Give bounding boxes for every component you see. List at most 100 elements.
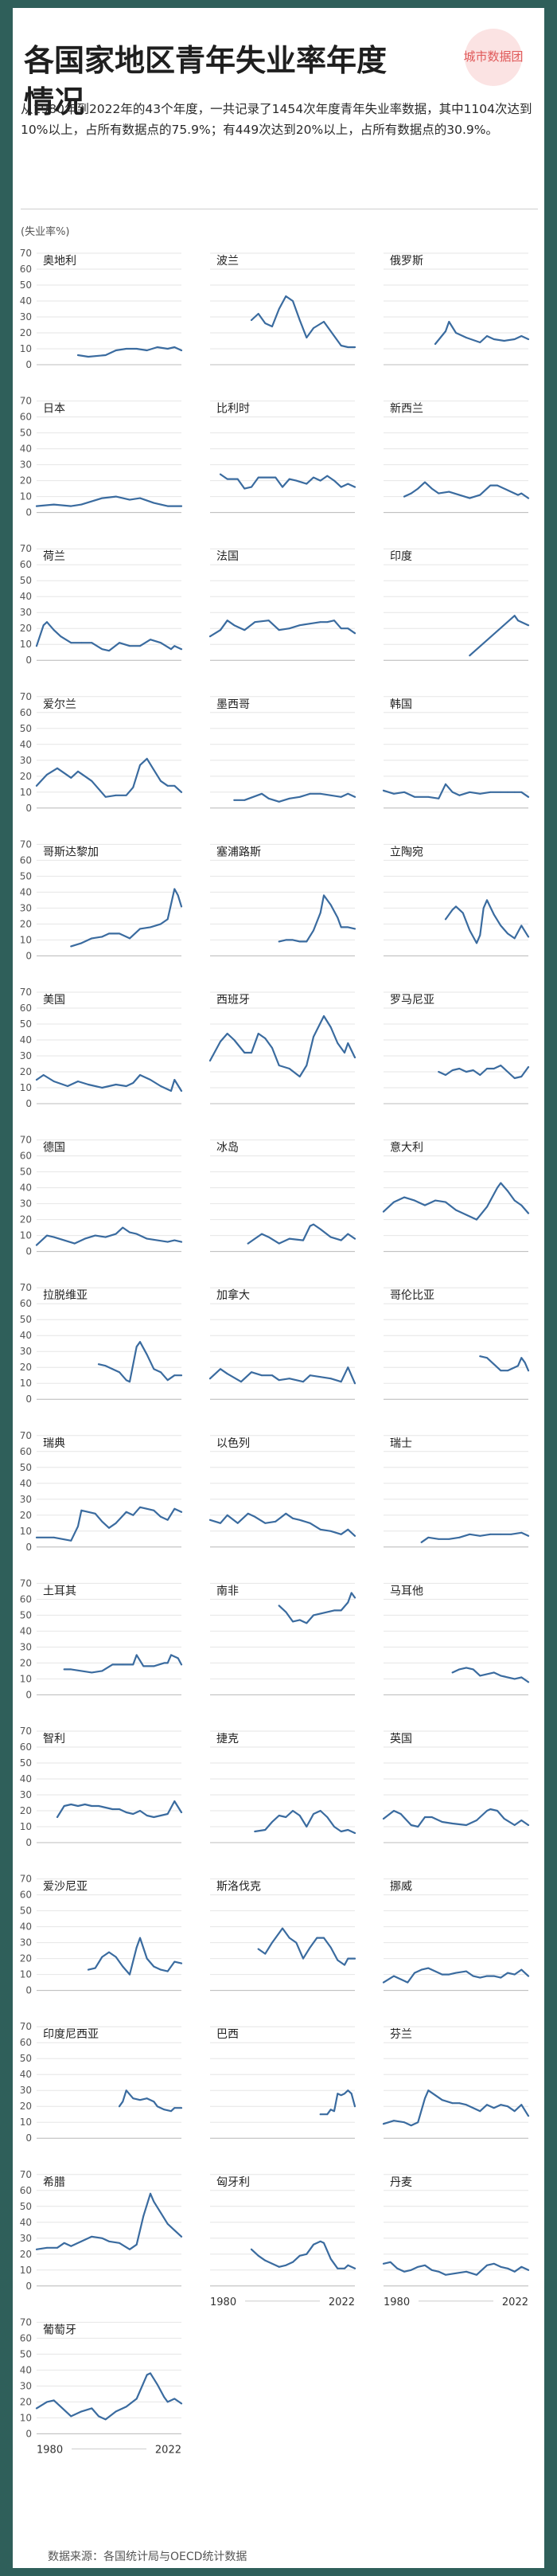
panel: 丹麦 1980 2022 bbox=[382, 2174, 530, 2308]
data-point bbox=[458, 1536, 461, 1538]
data-point bbox=[115, 1956, 117, 1958]
data-point bbox=[479, 1675, 481, 1677]
data-point bbox=[122, 2101, 124, 2103]
data-point bbox=[163, 2396, 166, 2398]
y-unit-label: (失业率%) bbox=[21, 226, 70, 238]
data-point bbox=[173, 346, 176, 348]
y-tick-label: 0 bbox=[25, 2281, 32, 2292]
data-point bbox=[486, 2104, 488, 2106]
x-tick-label: 1980 bbox=[384, 2297, 410, 2308]
panel-title: 南非 bbox=[216, 1585, 239, 1597]
data-point bbox=[465, 1071, 467, 1073]
data-point bbox=[115, 2410, 117, 2413]
y-tick-label: 0 bbox=[25, 1985, 32, 1996]
data-point bbox=[414, 1972, 415, 1974]
data-point bbox=[160, 642, 162, 644]
data-point bbox=[479, 1534, 481, 1537]
data-point bbox=[319, 792, 321, 795]
data-point bbox=[220, 1522, 221, 1524]
data-point bbox=[267, 620, 270, 622]
series-line bbox=[35, 1226, 183, 1246]
data-point bbox=[383, 789, 384, 792]
data-point bbox=[236, 478, 239, 480]
panel-title: 西班牙 bbox=[216, 994, 250, 1007]
page-title: 各国家地区青年失业率年度情况 bbox=[24, 43, 388, 119]
data-point bbox=[528, 624, 529, 627]
data-point bbox=[445, 2273, 446, 2276]
y-tick-label: 10 bbox=[20, 2412, 32, 2423]
y-tick-label: 70 bbox=[20, 1430, 32, 1441]
data-point bbox=[410, 1824, 412, 1826]
data-point bbox=[111, 1663, 114, 1666]
data-point bbox=[383, 1210, 384, 1213]
y-tick-label: 40 bbox=[20, 2217, 32, 2228]
series-line bbox=[403, 481, 530, 499]
panel-title: 罗马尼亚 bbox=[390, 994, 434, 1007]
data-point bbox=[251, 2248, 252, 2250]
data-point bbox=[119, 1808, 120, 1810]
data-point bbox=[98, 1805, 99, 1807]
data-point bbox=[101, 1670, 103, 1672]
data-point bbox=[528, 2115, 529, 2117]
data-point bbox=[254, 621, 256, 623]
data-point bbox=[507, 1190, 508, 1192]
data-point bbox=[101, 1956, 103, 1958]
data-point bbox=[271, 326, 273, 327]
panel: 比利时 bbox=[210, 401, 356, 514]
data-point bbox=[36, 645, 37, 647]
data-point bbox=[507, 489, 508, 491]
data-point bbox=[226, 620, 228, 622]
y-tick-label: 40 bbox=[20, 2364, 32, 2375]
data-point bbox=[309, 792, 311, 795]
y-tick-label: 50 bbox=[20, 428, 32, 439]
data-point bbox=[139, 928, 141, 930]
data-point bbox=[329, 2257, 332, 2260]
data-point bbox=[344, 1052, 345, 1053]
data-point bbox=[410, 492, 412, 494]
description: 从1980年到2022年的43个年度，一共记录了1454次年度青年失业率数据，其… bbox=[21, 102, 532, 137]
y-tick-label: 40 bbox=[20, 739, 32, 750]
panel-title: 奥地利 bbox=[43, 254, 76, 268]
data-point bbox=[251, 1052, 252, 1053]
data-point bbox=[298, 319, 301, 321]
data-point bbox=[271, 1821, 273, 1823]
data-point bbox=[493, 1068, 495, 1069]
data-point bbox=[323, 321, 325, 322]
data-point bbox=[261, 1233, 263, 1235]
data-point bbox=[88, 1511, 89, 1513]
data-point bbox=[520, 1968, 523, 1971]
panel-title: 爱沙尼亚 bbox=[43, 1881, 88, 1894]
panel-title: 冰岛 bbox=[216, 1142, 239, 1155]
y-tick-label: 30 bbox=[20, 2380, 32, 2391]
y-tick-label: 30 bbox=[20, 1494, 32, 1505]
data-point bbox=[91, 1671, 93, 1674]
data-point bbox=[257, 2254, 259, 2257]
y-tick-label: 10 bbox=[20, 343, 32, 354]
data-point bbox=[323, 2242, 325, 2244]
panel: 0 10 20 30 40 50 60 70 德国 bbox=[20, 1135, 183, 1257]
data-point bbox=[313, 327, 314, 329]
data-point bbox=[451, 909, 454, 911]
data-point bbox=[91, 500, 93, 502]
y-tick-label: 40 bbox=[20, 1478, 32, 1489]
panel: 0 10 20 30 40 50 60 70 瑞典 bbox=[20, 1430, 183, 1553]
data-point bbox=[150, 639, 151, 641]
data-point bbox=[469, 1533, 471, 1535]
data-point bbox=[465, 1970, 467, 1972]
data-point bbox=[424, 2264, 426, 2266]
data-point bbox=[528, 936, 529, 938]
data-point bbox=[288, 1068, 290, 1069]
data-point bbox=[70, 945, 72, 948]
series-line bbox=[451, 1667, 530, 1683]
series-line bbox=[97, 1341, 183, 1383]
y-tick-label: 50 bbox=[20, 2348, 32, 2359]
series-line bbox=[87, 1937, 183, 1976]
y-tick-label: 0 bbox=[25, 507, 32, 518]
data-point bbox=[337, 1042, 339, 1044]
panel-title: 马耳他 bbox=[390, 1585, 423, 1597]
series-line bbox=[35, 1073, 183, 1093]
data-point bbox=[513, 615, 516, 617]
data-point bbox=[420, 1541, 423, 1543]
data-point bbox=[226, 1514, 228, 1516]
data-point bbox=[354, 1832, 356, 1834]
